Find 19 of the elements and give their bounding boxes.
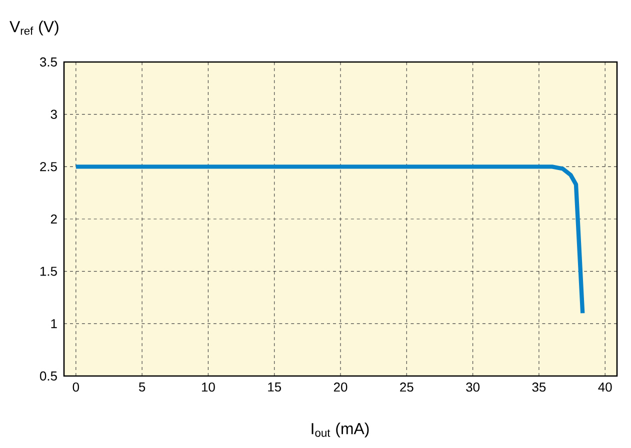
x-tick-label: 20 xyxy=(334,382,348,392)
x-axis-title: I$_{out}$ (mA) xyxy=(312,422,369,438)
x-tick-label: 0 xyxy=(72,382,80,392)
x-tick-label: 10 xyxy=(202,382,215,392)
x-tick-label: 15 xyxy=(268,382,282,392)
y-tick-label: 0.5 xyxy=(40,371,57,381)
x-tick-label: 25 xyxy=(400,382,414,392)
x-tick-label: 5 xyxy=(138,382,146,392)
y-tick-label: 1.5 xyxy=(40,266,57,276)
y-tick-label: 2.5 xyxy=(40,162,57,172)
line-series xyxy=(74,164,585,316)
y-axis-title: V$_{ref}$ (V) xyxy=(10,20,58,36)
y-tick-label: 1 xyxy=(51,319,57,328)
y-tick-label: 3 xyxy=(50,110,57,119)
x-tick-label: 40 xyxy=(598,382,612,392)
x-tick-label: 30 xyxy=(466,382,480,392)
x-tick-label: 35 xyxy=(532,382,546,392)
y-tick-label: 3.5 xyxy=(40,57,57,67)
y-tick-label: 2 xyxy=(50,214,57,224)
